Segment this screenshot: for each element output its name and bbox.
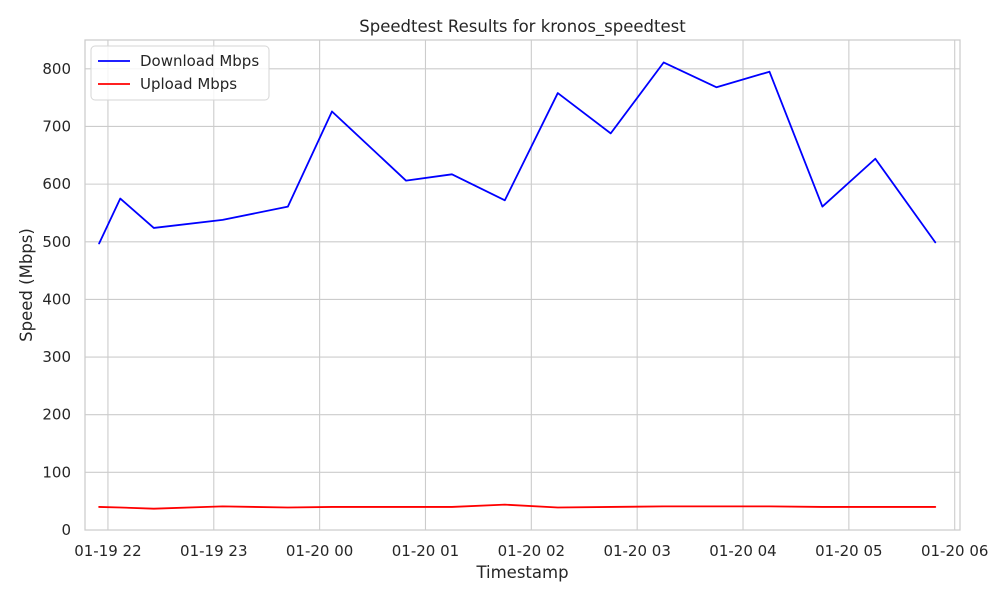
y-tick-label: 0 <box>61 521 71 539</box>
legend-items: Download Mbps Upload Mbps <box>98 52 259 93</box>
legend-box <box>90 45 270 101</box>
x-axis-title: Timestamp <box>475 563 568 582</box>
y-tick-label: 400 <box>42 290 71 308</box>
x-tick-label: 01-19 23 <box>180 542 247 560</box>
x-tick-label: 01-19 22 <box>74 542 141 560</box>
y-tick-label: 100 <box>42 463 71 481</box>
x-tick-label: 01-20 02 <box>498 542 565 560</box>
x-tick-label: 01-20 06 <box>921 542 988 560</box>
y-axis-ticks: 0 100 200 300 400 500 600 700 800 <box>42 60 71 539</box>
grid-lines <box>85 40 960 531</box>
y-tick-label: 600 <box>42 175 71 193</box>
chart-title: Speedtest Results for kronos_speedtest <box>359 17 686 37</box>
legend: Download Mbps Upload Mbps <box>90 45 270 101</box>
upload-mbps-line <box>98 503 937 510</box>
x-tick-label: 01-20 05 <box>815 542 882 560</box>
plot-frame <box>84 39 961 531</box>
x-axis-ticks: 01-19 22 01-19 23 01-20 00 01-20 01 01-20 02… <box>74 542 988 560</box>
y-tick-label: 800 <box>42 60 71 78</box>
y-tick-label: 700 <box>42 117 71 135</box>
x-tick-label: 01-20 01 <box>392 542 459 560</box>
x-tick-label: 01-20 03 <box>603 542 670 560</box>
y-tick-label: 300 <box>42 348 71 366</box>
y-tick-label: 500 <box>42 233 71 251</box>
x-tick-label: 01-20 00 <box>286 542 353 560</box>
y-tick-label: 200 <box>42 406 71 424</box>
download-mbps-legend-label: Download Mbps <box>140 52 259 70</box>
y-axis-title: Speed (Mbps) <box>17 228 36 342</box>
upload-mbps-legend-label: Upload Mbps <box>140 75 237 93</box>
download-mbps-line <box>98 61 937 245</box>
x-tick-label: 01-20 04 <box>709 542 776 560</box>
series-lines <box>98 61 937 510</box>
